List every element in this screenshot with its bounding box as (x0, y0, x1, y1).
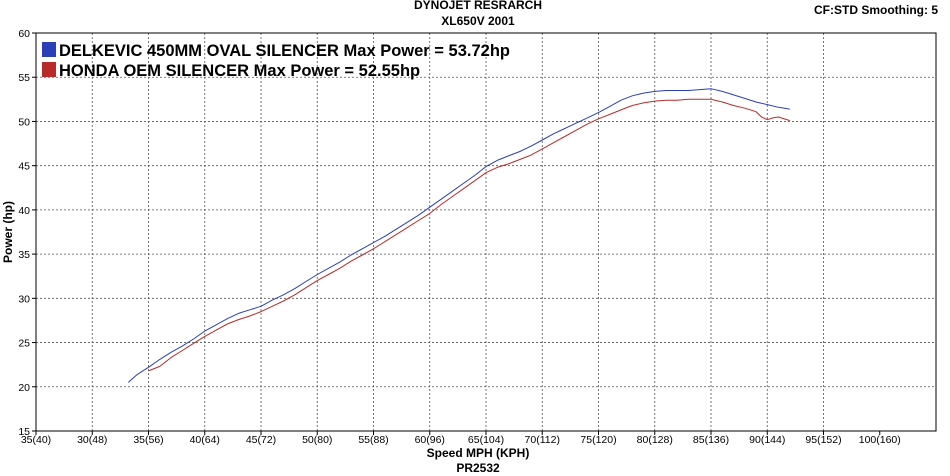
x-tick-label: 50(80) (302, 434, 332, 446)
series-lines (127, 88, 790, 383)
x-tick-label: 45(72) (246, 434, 276, 446)
x-tick-label: 65(104) (468, 434, 504, 446)
legend: DELKEVIC 450MM OVAL SILENCER Max Power =… (42, 42, 510, 80)
legend-swatch-delkevic (42, 42, 56, 57)
series-line-delkevic (127, 88, 790, 383)
x-tick-label: 90(144) (749, 434, 785, 446)
x-tick-label: 85(136) (693, 434, 729, 446)
y-tick-label: 60 (18, 28, 30, 40)
y-tick-label: 30 (18, 293, 30, 305)
y-tick-label: 25 (18, 338, 30, 350)
legend-label-honda: HONDA OEM SILENCER Max Power = 52.55hp (59, 62, 420, 80)
y-tick-label: 45 (18, 161, 30, 173)
x-axis-title: Speed MPH (KPH) (427, 446, 530, 460)
y-tick-label: 20 (18, 382, 30, 394)
x-tick-label: 70(112) (525, 434, 560, 446)
x-tick-label: 100(160) (859, 434, 901, 446)
y-tick-label: 55 (18, 72, 30, 84)
y-tick-label: 40 (18, 205, 30, 217)
y-tick-label: 35 (18, 249, 30, 261)
x-tick-label: 75(120) (580, 434, 616, 446)
corrections-label: CF:STD Smoothing: 5 (814, 3, 938, 17)
x-tick-label: 30(48) (77, 434, 107, 446)
chart-title-line1: DYNOJET RESRARCH (414, 0, 542, 12)
chart-title-line2: XL650V 2001 (441, 14, 515, 28)
x-tick-label: 95(152) (805, 434, 841, 446)
legend-label-delkevic: DELKEVIC 450MM OVAL SILENCER Max Power =… (59, 42, 510, 60)
x-tick-label: 35(40) (21, 434, 51, 446)
grid (36, 33, 936, 431)
y-axis-ticks: 15 20 25 30 35 40 45 50 55 60 (18, 28, 36, 438)
y-tick-label: 50 (18, 116, 30, 128)
x-tick-label: 55(88) (358, 434, 388, 446)
x-tick-label: 35(56) (133, 434, 163, 446)
plot-frame (35, 32, 937, 432)
y-tick-label: 15 (18, 426, 30, 438)
footer-id: PR2532 (456, 461, 500, 475)
x-tick-label: 40(64) (190, 434, 220, 446)
x-tick-label: 80(128) (637, 434, 673, 446)
y-axis-title: Power (hp) (1, 201, 15, 263)
x-axis-ticks: 35(40) 30(48) 35(56) 40(64) 45(72) 50(80) 55(8… (21, 431, 901, 446)
legend-swatch-honda (42, 62, 56, 77)
series-line-honda (148, 98, 790, 372)
x-tick-label: 60(96) (415, 434, 445, 446)
